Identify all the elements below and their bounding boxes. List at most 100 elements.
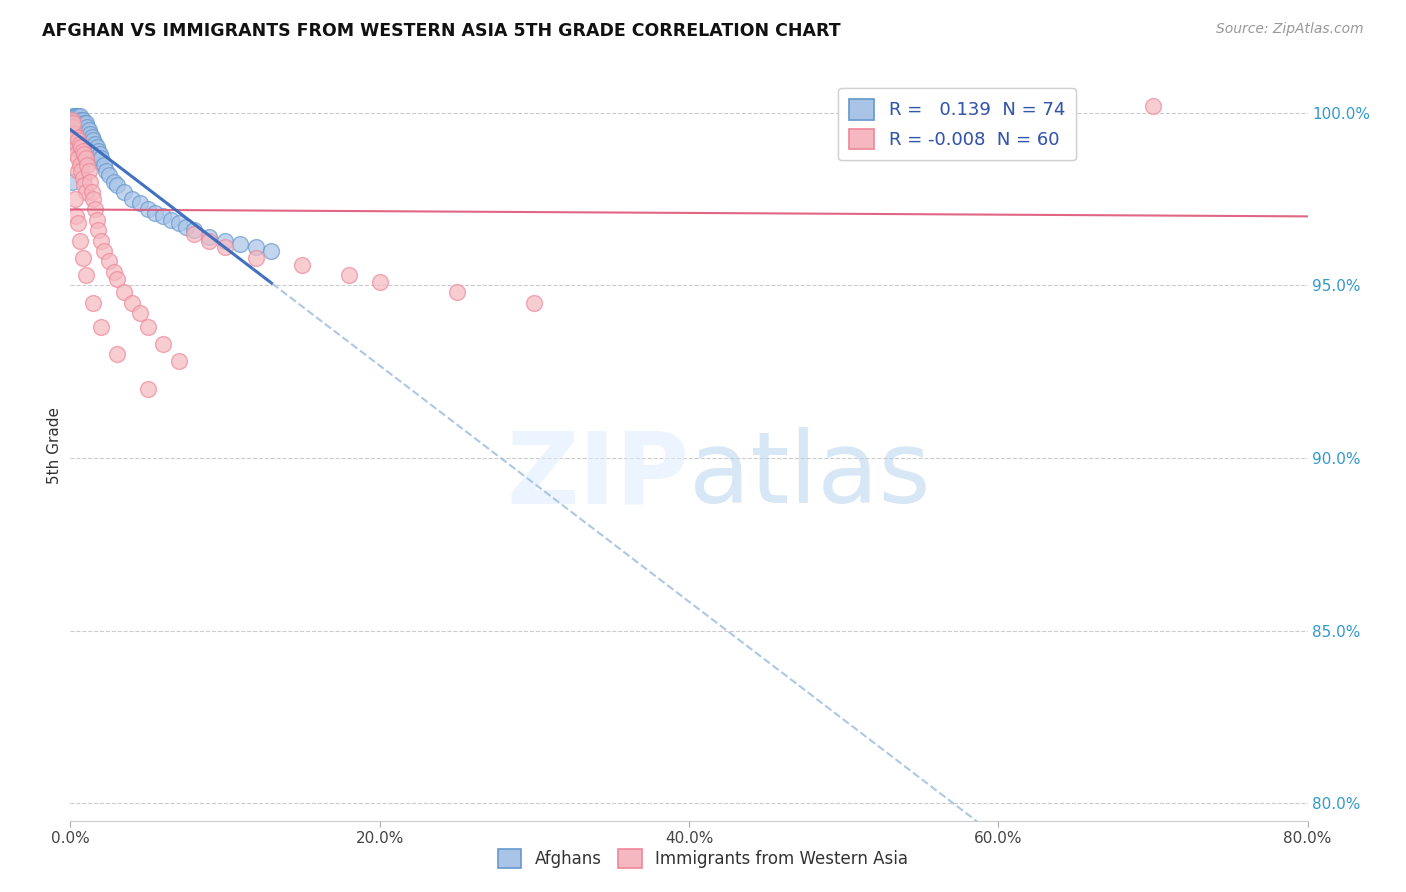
Point xyxy=(69,136,91,151)
Point xyxy=(79,140,101,154)
Point xyxy=(70,130,93,145)
Point xyxy=(73,116,96,130)
Point xyxy=(69,234,91,248)
Point xyxy=(86,140,108,154)
Point xyxy=(76,158,98,172)
Point xyxy=(60,112,83,127)
Point xyxy=(63,112,86,127)
Point xyxy=(174,219,197,234)
Point xyxy=(72,171,94,186)
Point xyxy=(69,109,91,123)
Point xyxy=(90,319,112,334)
Point xyxy=(75,151,97,165)
Point xyxy=(82,133,105,147)
Point xyxy=(160,212,183,227)
Point xyxy=(65,127,87,141)
Point xyxy=(79,127,101,141)
Point xyxy=(80,130,103,145)
Point xyxy=(77,136,100,151)
Legend: R =   0.139  N = 74, R = -0.008  N = 60: R = 0.139 N = 74, R = -0.008 N = 60 xyxy=(838,88,1076,161)
Point xyxy=(183,223,205,237)
Point xyxy=(152,337,174,351)
Point xyxy=(67,151,90,165)
Point xyxy=(121,295,143,310)
Point xyxy=(75,127,97,141)
Point xyxy=(65,210,87,224)
Point xyxy=(72,130,94,145)
Point xyxy=(198,230,221,244)
Point xyxy=(70,112,93,127)
Point xyxy=(63,192,86,206)
Point xyxy=(70,140,93,154)
Point xyxy=(63,130,86,145)
Point xyxy=(63,109,86,123)
Point xyxy=(75,185,97,199)
Point xyxy=(69,123,91,137)
Point xyxy=(62,127,84,141)
Point xyxy=(103,265,125,279)
Point xyxy=(67,120,90,134)
Point xyxy=(67,140,90,154)
Point xyxy=(65,136,87,151)
Point xyxy=(198,234,221,248)
Point xyxy=(87,223,110,237)
Point xyxy=(183,227,205,241)
Point xyxy=(82,192,105,206)
Point xyxy=(69,158,91,172)
Point xyxy=(72,112,94,127)
Point xyxy=(145,206,167,220)
Point xyxy=(229,237,252,252)
Point xyxy=(62,116,84,130)
Text: ZIP: ZIP xyxy=(506,427,689,524)
Point xyxy=(72,251,94,265)
Legend: Afghans, Immigrants from Western Asia: Afghans, Immigrants from Western Asia xyxy=(491,842,915,875)
Point xyxy=(129,306,152,320)
Point xyxy=(84,136,107,151)
Point xyxy=(67,112,90,127)
Point xyxy=(105,347,128,361)
Point xyxy=(70,164,93,178)
Point xyxy=(245,251,267,265)
Point xyxy=(80,185,103,199)
Point xyxy=(60,175,83,189)
Point xyxy=(446,285,468,300)
Point xyxy=(167,354,190,368)
Point xyxy=(63,140,86,154)
Point xyxy=(76,120,98,134)
Point xyxy=(67,109,90,123)
Point xyxy=(67,164,90,178)
Point xyxy=(75,136,97,151)
Point xyxy=(291,258,314,272)
Point xyxy=(94,164,117,178)
Point xyxy=(72,140,94,154)
Point xyxy=(114,285,136,300)
Point xyxy=(65,116,87,130)
Point xyxy=(73,136,96,151)
Point xyxy=(65,147,87,161)
Point xyxy=(87,154,110,169)
Point xyxy=(260,244,283,258)
Point xyxy=(93,158,115,172)
Point xyxy=(214,234,236,248)
Point xyxy=(105,271,128,285)
Point xyxy=(245,240,267,254)
Point xyxy=(89,147,111,161)
Point xyxy=(70,144,93,158)
Point xyxy=(75,151,97,165)
Point xyxy=(65,130,87,145)
Point xyxy=(121,192,143,206)
Text: Source: ZipAtlas.com: Source: ZipAtlas.com xyxy=(1216,22,1364,37)
Point xyxy=(523,295,546,310)
Point xyxy=(98,168,121,182)
Point xyxy=(93,244,115,258)
Point xyxy=(76,133,98,147)
Point xyxy=(63,120,86,134)
Point xyxy=(62,109,84,123)
Point xyxy=(368,275,391,289)
Point xyxy=(1142,99,1164,113)
Point xyxy=(70,120,93,134)
Point xyxy=(62,120,84,134)
Point xyxy=(73,178,96,193)
Point xyxy=(114,185,136,199)
Point xyxy=(63,127,86,141)
